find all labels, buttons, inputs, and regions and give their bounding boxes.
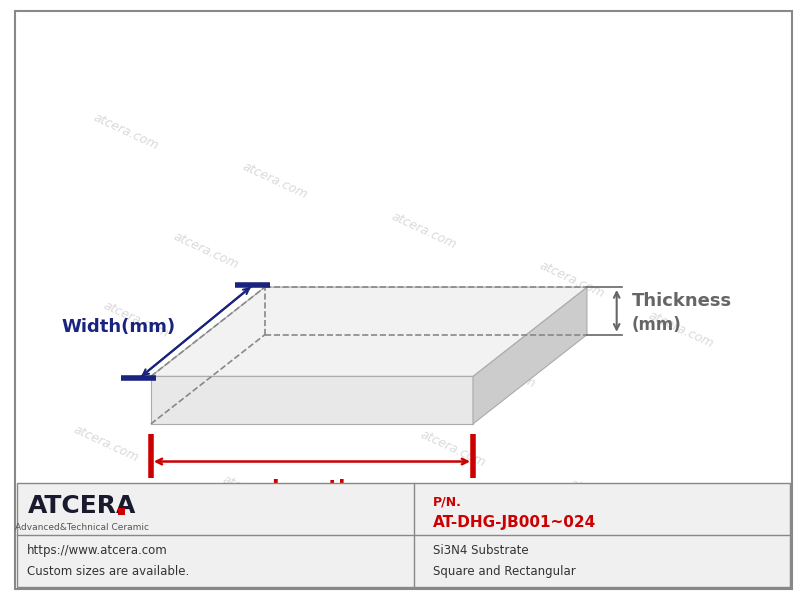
Text: atcera.com: atcera.com	[646, 309, 716, 350]
Text: AT-DHG-JB001~024: AT-DHG-JB001~024	[434, 515, 597, 530]
Text: atcera.com: atcera.com	[91, 111, 161, 152]
Text: atcera.com: atcera.com	[468, 349, 538, 390]
Text: atcera.com: atcera.com	[538, 259, 606, 301]
Text: atcera.com: atcera.com	[389, 210, 458, 251]
Text: https://www.atcera.com: https://www.atcera.com	[27, 544, 168, 557]
Text: P/N.: P/N.	[434, 496, 462, 509]
Bar	[118, 508, 125, 515]
Text: atcera.com: atcera.com	[319, 289, 389, 331]
Text: atcera.com: atcera.com	[170, 230, 240, 271]
Text: atcera.com: atcera.com	[102, 299, 170, 341]
Text: atcera.com: atcera.com	[418, 428, 488, 469]
Text: Square and Rectangular: Square and Rectangular	[434, 565, 576, 578]
Polygon shape	[151, 287, 587, 376]
Polygon shape	[473, 287, 587, 424]
Text: atcera.com: atcera.com	[220, 472, 290, 514]
Text: Custom sizes are available.: Custom sizes are available.	[27, 565, 190, 578]
Text: atcera.com: atcera.com	[567, 478, 637, 519]
Text: ATCERA: ATCERA	[27, 494, 136, 518]
Text: Width(mm): Width(mm)	[62, 318, 176, 336]
Text: Thickness: Thickness	[631, 292, 732, 310]
Text: Advanced&Technical Ceramic: Advanced&Technical Ceramic	[14, 523, 149, 532]
FancyBboxPatch shape	[17, 484, 790, 587]
Text: atcera.com: atcera.com	[270, 379, 339, 420]
Text: atcera.com: atcera.com	[72, 423, 141, 464]
Text: Si3N4 Substrate: Si3N4 Substrate	[434, 544, 529, 557]
Text: atcera.com: atcera.com	[240, 160, 310, 202]
Polygon shape	[151, 376, 473, 424]
Text: (mm): (mm)	[631, 316, 682, 334]
Text: Length
(mm): Length (mm)	[271, 479, 353, 524]
